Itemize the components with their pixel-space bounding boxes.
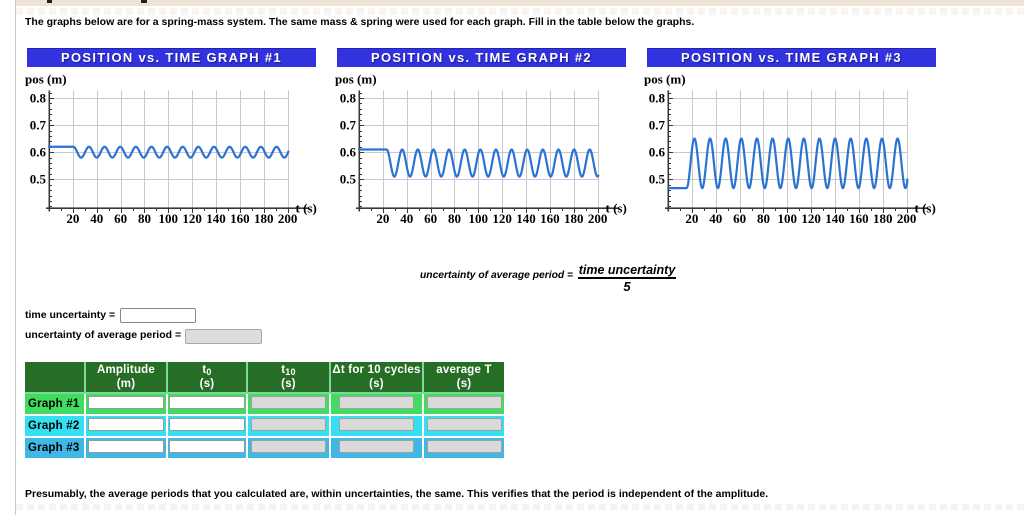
- svg-text:pos (m): pos (m): [25, 72, 67, 87]
- svg-text:20: 20: [66, 211, 79, 226]
- svg-text:0.6: 0.6: [649, 145, 666, 160]
- svg-text:pos (m): pos (m): [644, 72, 686, 87]
- svg-text:0.7: 0.7: [649, 118, 666, 133]
- svg-text:0.6: 0.6: [30, 145, 47, 160]
- svg-text:180: 180: [873, 211, 893, 226]
- svg-text:80: 80: [138, 211, 151, 226]
- svg-text:80: 80: [448, 211, 461, 226]
- svg-text:20: 20: [685, 211, 698, 226]
- svg-text:0.8: 0.8: [30, 90, 47, 105]
- svg-text:160: 160: [230, 211, 250, 226]
- svg-text:100: 100: [469, 211, 489, 226]
- svg-text:200: 200: [897, 211, 917, 226]
- svg-text:180: 180: [564, 211, 584, 226]
- svg-text:120: 120: [801, 211, 821, 226]
- svg-text:200: 200: [278, 211, 298, 226]
- svg-text:40: 40: [400, 211, 413, 226]
- svg-text:0.7: 0.7: [340, 118, 357, 133]
- svg-text:200: 200: [588, 211, 608, 226]
- svg-text:0.5: 0.5: [30, 172, 47, 187]
- svg-text:160: 160: [849, 211, 869, 226]
- svg-text:0.6: 0.6: [340, 145, 357, 160]
- svg-text:40: 40: [90, 211, 103, 226]
- svg-text:140: 140: [825, 211, 845, 226]
- svg-text:t (s): t (s): [915, 200, 936, 215]
- svg-text:120: 120: [182, 211, 202, 226]
- svg-text:120: 120: [492, 211, 512, 226]
- svg-text:0.8: 0.8: [340, 90, 357, 105]
- svg-text:40: 40: [709, 211, 722, 226]
- svg-text:100: 100: [778, 211, 798, 226]
- svg-text:60: 60: [733, 211, 746, 226]
- svg-text:60: 60: [424, 211, 437, 226]
- svg-text:t (s): t (s): [606, 200, 627, 215]
- svg-text:180: 180: [254, 211, 274, 226]
- svg-text:0.5: 0.5: [649, 172, 666, 187]
- svg-text:0.8: 0.8: [649, 90, 666, 105]
- svg-text:60: 60: [114, 211, 127, 226]
- svg-text:160: 160: [540, 211, 560, 226]
- svg-text:0.7: 0.7: [30, 118, 47, 133]
- svg-text:140: 140: [206, 211, 226, 226]
- svg-text:20: 20: [376, 211, 389, 226]
- svg-text:80: 80: [757, 211, 770, 226]
- svg-text:100: 100: [159, 211, 179, 226]
- svg-text:140: 140: [516, 211, 536, 226]
- svg-text:pos (m): pos (m): [335, 72, 377, 87]
- svg-text:0.5: 0.5: [340, 172, 357, 187]
- svg-text:t (s): t (s): [296, 200, 317, 215]
